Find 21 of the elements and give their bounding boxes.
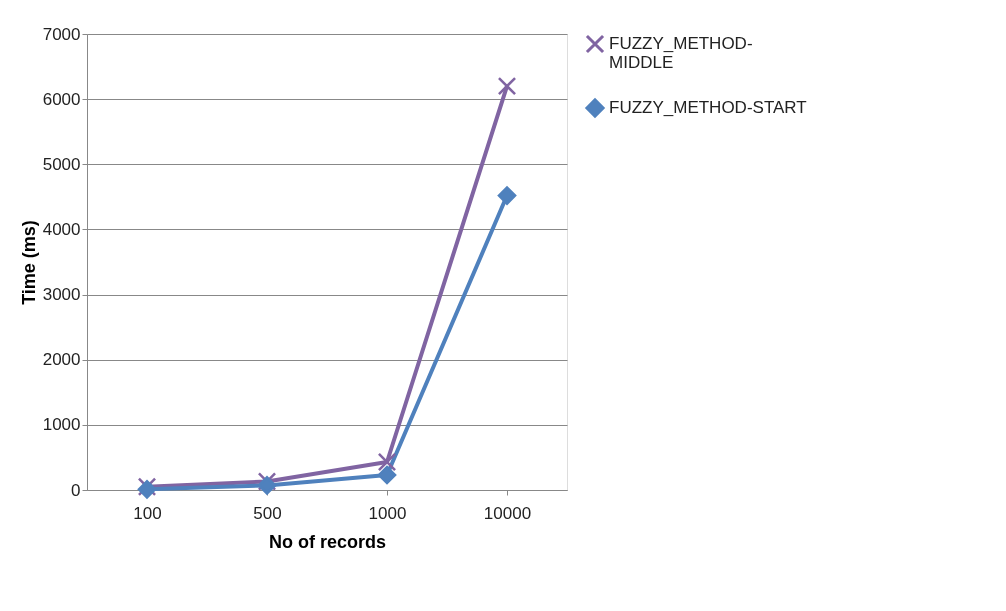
y-tick-label: 4000 <box>42 219 81 239</box>
point <box>497 76 517 96</box>
x-tick-label: 100 <box>133 503 162 523</box>
legend-label: FUZZY_METHOD-START <box>609 98 807 117</box>
y-tick-label: 3000 <box>42 285 81 305</box>
point <box>377 452 397 472</box>
x-tick-label: 1000 <box>368 503 407 523</box>
x-tick-label: 500 <box>253 503 282 523</box>
x-axis-title: No of records <box>268 531 387 552</box>
y-axis-title: Time (ms) <box>18 220 39 305</box>
y-tick-label: 5000 <box>42 154 81 174</box>
legend-label: FUZZY_METHOD-MIDDLE <box>609 34 753 72</box>
y-tick-label: 1000 <box>42 415 81 435</box>
y-tick-label: 7000 <box>42 24 81 44</box>
y-tick-label: 2000 <box>42 350 81 370</box>
y-tick-label: 0 <box>71 480 81 500</box>
point <box>257 476 277 495</box>
y-tick-label: 6000 <box>42 89 81 109</box>
point <box>377 465 397 485</box>
x-tick-label: 10000 <box>483 503 532 523</box>
point <box>497 186 517 205</box>
